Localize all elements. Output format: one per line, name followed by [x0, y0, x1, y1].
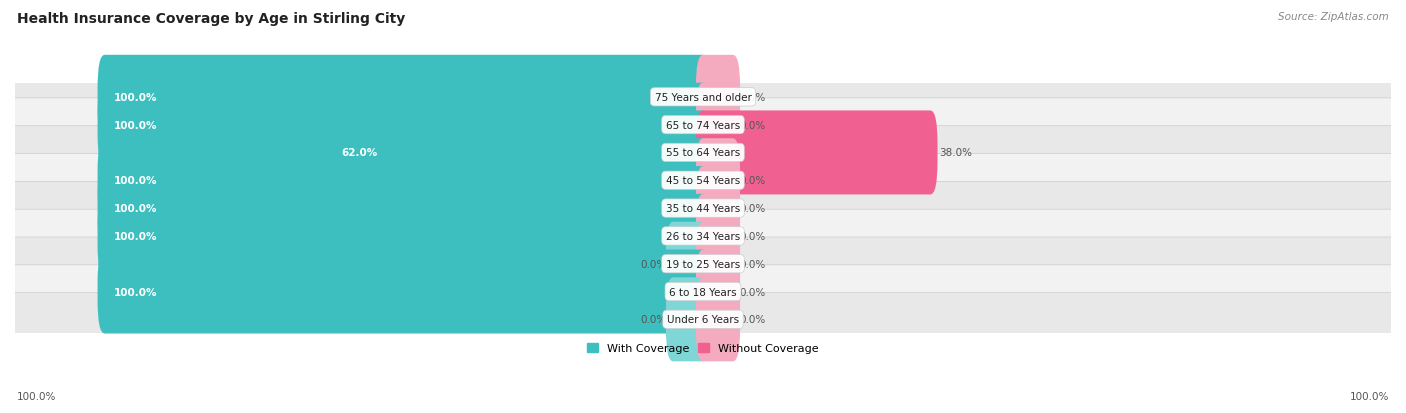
FancyBboxPatch shape	[13, 237, 1393, 291]
Text: 26 to 34 Years: 26 to 34 Years	[666, 231, 740, 241]
Text: 0.0%: 0.0%	[740, 120, 765, 131]
Text: 0.0%: 0.0%	[740, 231, 765, 241]
Text: 100.0%: 100.0%	[114, 120, 157, 131]
FancyBboxPatch shape	[696, 222, 740, 306]
Legend: With Coverage, Without Coverage: With Coverage, Without Coverage	[582, 339, 824, 358]
Text: 35 to 44 Years: 35 to 44 Years	[666, 204, 740, 214]
Text: 100.0%: 100.0%	[114, 204, 157, 214]
Text: 100.0%: 100.0%	[114, 231, 157, 241]
Text: 0.0%: 0.0%	[740, 93, 765, 102]
Text: Health Insurance Coverage by Age in Stirling City: Health Insurance Coverage by Age in Stir…	[17, 12, 405, 26]
FancyBboxPatch shape	[696, 111, 938, 195]
FancyBboxPatch shape	[696, 250, 740, 334]
Text: 0.0%: 0.0%	[740, 259, 765, 269]
Text: 65 to 74 Years: 65 to 74 Years	[666, 120, 740, 131]
Text: Under 6 Years: Under 6 Years	[666, 315, 740, 325]
Text: 38.0%: 38.0%	[939, 148, 973, 158]
Text: Source: ZipAtlas.com: Source: ZipAtlas.com	[1278, 12, 1389, 22]
Text: 0.0%: 0.0%	[641, 315, 666, 325]
FancyBboxPatch shape	[696, 167, 740, 250]
Text: 6 to 18 Years: 6 to 18 Years	[669, 287, 737, 297]
Text: 100.0%: 100.0%	[1350, 391, 1389, 401]
Text: 100.0%: 100.0%	[17, 391, 56, 401]
FancyBboxPatch shape	[13, 154, 1393, 207]
Text: 100.0%: 100.0%	[114, 176, 157, 186]
FancyBboxPatch shape	[13, 293, 1393, 346]
FancyBboxPatch shape	[97, 139, 710, 223]
Text: 0.0%: 0.0%	[740, 287, 765, 297]
Text: 100.0%: 100.0%	[114, 93, 157, 102]
Text: 0.0%: 0.0%	[740, 204, 765, 214]
FancyBboxPatch shape	[696, 139, 740, 223]
Text: 45 to 54 Years: 45 to 54 Years	[666, 176, 740, 186]
FancyBboxPatch shape	[97, 56, 710, 140]
FancyBboxPatch shape	[13, 182, 1393, 235]
Text: 0.0%: 0.0%	[740, 315, 765, 325]
FancyBboxPatch shape	[13, 99, 1393, 152]
FancyBboxPatch shape	[696, 56, 740, 140]
FancyBboxPatch shape	[97, 167, 710, 250]
FancyBboxPatch shape	[13, 126, 1393, 180]
FancyBboxPatch shape	[325, 111, 710, 195]
FancyBboxPatch shape	[97, 195, 710, 278]
FancyBboxPatch shape	[666, 278, 710, 361]
FancyBboxPatch shape	[13, 210, 1393, 263]
FancyBboxPatch shape	[696, 278, 740, 361]
Text: 100.0%: 100.0%	[114, 287, 157, 297]
FancyBboxPatch shape	[696, 195, 740, 278]
Text: 0.0%: 0.0%	[740, 176, 765, 186]
Text: 0.0%: 0.0%	[641, 259, 666, 269]
FancyBboxPatch shape	[97, 83, 710, 167]
FancyBboxPatch shape	[13, 265, 1393, 318]
Text: 55 to 64 Years: 55 to 64 Years	[666, 148, 740, 158]
Text: 19 to 25 Years: 19 to 25 Years	[666, 259, 740, 269]
FancyBboxPatch shape	[666, 222, 710, 306]
Text: 62.0%: 62.0%	[342, 148, 377, 158]
FancyBboxPatch shape	[696, 83, 740, 167]
Text: 75 Years and older: 75 Years and older	[655, 93, 751, 102]
FancyBboxPatch shape	[97, 250, 710, 334]
FancyBboxPatch shape	[13, 71, 1393, 124]
